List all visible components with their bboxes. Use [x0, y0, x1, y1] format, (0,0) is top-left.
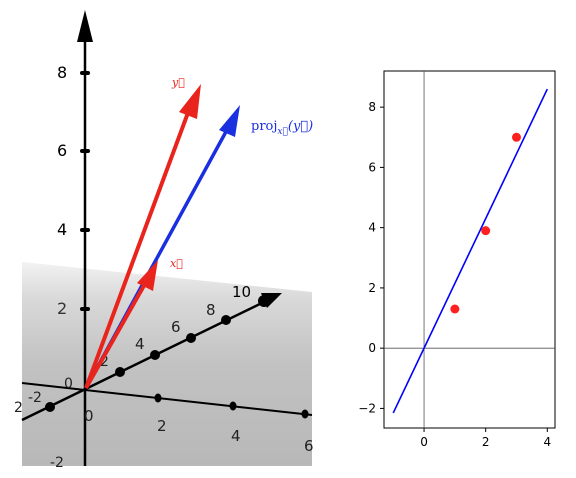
diagonal-tick-label: 10 [232, 283, 251, 301]
y-tick-label: 4 [368, 221, 376, 235]
vector-x [84, 260, 158, 389]
right-axis-ticks [154, 393, 309, 419]
proj-label-arg: (y⃗) [288, 119, 313, 134]
right-tick-label: 4 [231, 427, 241, 445]
right-axis [21, 382, 313, 416]
corner-label-neg: -2 [28, 390, 42, 406]
plot-frame [383, 70, 556, 429]
data-point [481, 226, 491, 236]
y-tick-label: 6 [368, 160, 376, 174]
data-point [511, 132, 521, 142]
diagonal-tick-label: 4 [135, 335, 145, 353]
x-tick-label: 2 [482, 435, 490, 449]
diagonal-tick-label: 8 [206, 301, 216, 319]
vector-x-label: x⃗ [170, 257, 183, 270]
y-tick-label: 8 [368, 100, 376, 114]
right-tick-label: 6 [304, 437, 314, 455]
vertical-axis-arrowhead [77, 10, 93, 42]
diagonal-axis-ticks [45, 295, 270, 412]
vertical-tick-label: 2 [57, 299, 67, 318]
corner-label-neg-edge: 2 [14, 400, 23, 416]
vector-y-label: y⃗ [171, 76, 185, 89]
y-tick-label: 2 [368, 281, 376, 295]
corner-label-origin: 0 [64, 376, 73, 392]
proj-label-sub: x⃗ [277, 127, 287, 137]
vertical-tick-label: 4 [57, 220, 67, 239]
x-tick-label: 4 [543, 435, 551, 449]
diagonal-tick-label: 6 [171, 318, 181, 336]
corner-label-neg: -2 [50, 455, 64, 471]
y-tick-label: −2 [358, 401, 376, 415]
right-tick-label: 2 [157, 417, 167, 435]
diagonal-tick-label: 2 [100, 354, 109, 370]
vertical-tick-label: 6 [57, 141, 67, 160]
vector-proj-label: projx⃗(y⃗) [251, 119, 313, 137]
data-point [450, 304, 460, 314]
vertical-tick-label: 8 [57, 63, 67, 82]
vertical-axis-ticks [80, 71, 90, 311]
right-tick-label: 0 [84, 407, 94, 425]
x-tick-label: 0 [420, 435, 428, 449]
proj-label-main: proj [251, 119, 277, 134]
y-tick-label: 0 [368, 341, 376, 355]
fit-line [392, 88, 549, 414]
vector-y [84, 84, 201, 389]
